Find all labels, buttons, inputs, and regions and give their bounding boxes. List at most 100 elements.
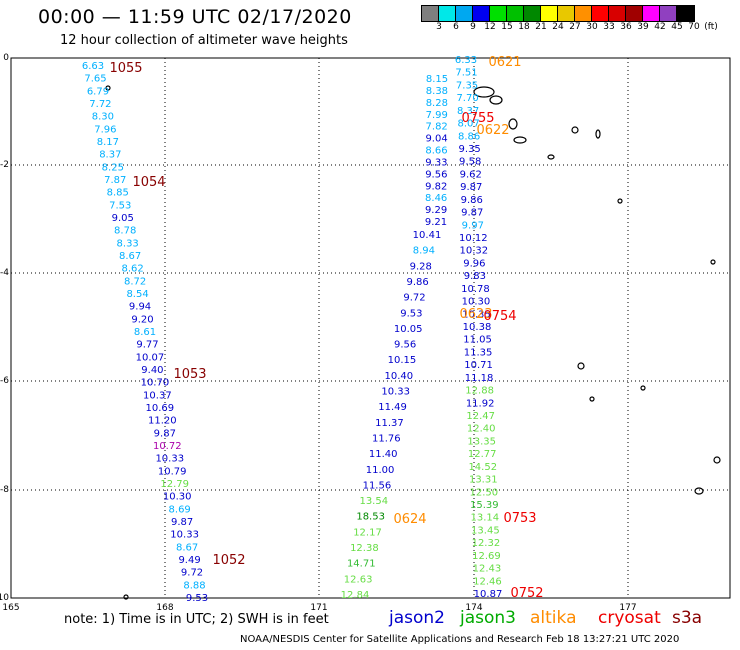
wave-height-value: 12.79 <box>160 479 189 490</box>
wave-height-value: 8.88 <box>183 580 205 591</box>
wave-height-value: 7.72 <box>89 99 111 110</box>
x-tick-label: 174 <box>465 603 482 613</box>
pass-time-label: 0621 <box>488 55 521 70</box>
legend-swatch <box>541 6 558 21</box>
wave-height-value: 9.28 <box>410 261 432 272</box>
wave-height-value: 9.49 <box>178 555 200 566</box>
wave-height-value: 8.37 <box>457 106 479 117</box>
wave-height-value: 7.82 <box>426 122 448 133</box>
wave-height-value: 11.49 <box>378 402 407 413</box>
wave-height-value: 7.65 <box>84 74 106 85</box>
wave-height-value: 10.41 <box>413 230 442 241</box>
wave-height-value: 12.17 <box>353 527 382 538</box>
wave-height-value: 9.04 <box>425 134 447 145</box>
legend-label: 24 <box>552 22 564 32</box>
wave-height-value: 8.85 <box>107 188 129 199</box>
wave-height-value: 9.82 <box>425 181 447 192</box>
wave-height-value: 11.76 <box>372 433 401 444</box>
wave-height-value: 12.40 <box>467 424 496 435</box>
pass-time-label: 0753 <box>503 511 536 526</box>
wave-height-value: 8.46 <box>425 193 447 204</box>
wave-height-value: 9.53 <box>400 308 422 319</box>
wave-height-value: 8.67 <box>119 251 141 262</box>
wave-height-value: 7.96 <box>94 124 116 135</box>
island-outline <box>105 85 111 91</box>
wave-height-value: 9.05 <box>112 213 134 224</box>
wave-height-value: 9.87 <box>460 182 482 193</box>
wave-height-value: 9.87 <box>461 208 483 219</box>
wave-height-value: 8.94 <box>413 246 435 257</box>
wave-height-value: 12.84 <box>341 590 370 601</box>
wave-height-value: 12.77 <box>468 449 497 460</box>
footnote: note: 1) Time is in UTC; 2) SWH is in fe… <box>64 612 329 627</box>
wave-height-value: 8.15 <box>426 74 448 85</box>
legend-swatch <box>626 6 643 21</box>
wave-height-value: 8.33 <box>117 238 139 249</box>
wave-height-value: 9.56 <box>425 169 447 180</box>
wave-height-value: 9.94 <box>129 302 151 313</box>
wave-height-value: 8.37 <box>99 150 121 161</box>
wave-height-value: 9.97 <box>462 220 484 231</box>
legend-label: 12 <box>484 22 496 32</box>
legend-swatch <box>660 6 677 21</box>
wave-height-value: 10.40 <box>385 371 414 382</box>
wave-height-value: 8.30 <box>92 112 114 123</box>
wave-height-value: 9.62 <box>460 169 482 180</box>
legend-label: 45 <box>671 22 683 32</box>
wave-height-value: 10.71 <box>464 360 493 371</box>
wave-height-value: 11.35 <box>464 347 493 358</box>
wave-height-value: 9.96 <box>463 258 485 269</box>
island-outline <box>123 594 129 600</box>
wave-height-value: 7.53 <box>109 200 131 211</box>
wave-height-value: 10.05 <box>394 324 423 335</box>
legend-swatch <box>609 6 626 21</box>
legend-swatch <box>439 6 456 21</box>
legend-label: 36 <box>620 22 632 32</box>
wave-height-value: 7.51 <box>455 68 477 79</box>
satellite-altika: altika <box>530 608 577 628</box>
wave-height-value: 11.92 <box>466 398 495 409</box>
wave-height-value: 18.53 <box>356 512 385 523</box>
island-outline <box>595 129 601 139</box>
legend-swatch <box>456 6 473 21</box>
y-tick-label: -4 <box>0 268 9 278</box>
legend-swatch <box>643 6 660 21</box>
satellite-cryosat: cryosat <box>598 608 661 628</box>
legend-label: 6 <box>453 22 459 32</box>
island-outline <box>508 118 518 130</box>
credit-footer: NOAA/NESDIS Center for Satellite Applica… <box>240 634 680 645</box>
wave-height-value: 12.47 <box>466 411 495 422</box>
legend-label: 27 <box>569 22 581 32</box>
wave-height-value: 9.87 <box>154 428 176 439</box>
wave-height-value: 10.87 <box>474 589 503 600</box>
wave-height-value: 10.38 <box>463 322 492 333</box>
wave-height-value: 10.07 <box>136 352 165 363</box>
wave-height-value: 10.12 <box>459 233 488 244</box>
wave-height-value: 7.35 <box>456 80 478 91</box>
wave-height-value: 9.77 <box>136 340 158 351</box>
wave-height-value: 8.72 <box>124 276 146 287</box>
wave-height-value: 10.79 <box>158 466 187 477</box>
pass-time-label: 1053 <box>173 367 206 382</box>
legend-label: 42 <box>654 22 666 32</box>
wave-height-value: 10.33 <box>155 454 184 465</box>
wave-height-value: 9.72 <box>403 293 425 304</box>
wave-height-value: 9.29 <box>425 205 447 216</box>
x-tick-label: 171 <box>310 603 327 613</box>
wave-height-value: 9.86 <box>406 277 428 288</box>
wave-height-value: 8.25 <box>102 162 124 173</box>
legend-label: 21 <box>535 22 547 32</box>
wave-height-value: 8.78 <box>114 226 136 237</box>
wave-height-value: 8.66 <box>425 146 447 157</box>
wave-height-value: 8.38 <box>426 86 448 97</box>
satellite-jason3: jason3 <box>460 608 516 628</box>
wave-height-value: 8.17 <box>97 137 119 148</box>
wave-height-value: 10.72 <box>153 441 182 452</box>
page-title: 00:00 — 11:59 UTC 02/17/2020 <box>38 6 352 28</box>
island-outline <box>489 95 503 105</box>
wave-height-value: 12.43 <box>473 564 502 575</box>
wave-height-value: 11.20 <box>148 416 177 427</box>
wave-height-value: 13.14 <box>471 513 500 524</box>
wave-height-value: 12.50 <box>469 487 498 498</box>
legend-swatch <box>575 6 592 21</box>
